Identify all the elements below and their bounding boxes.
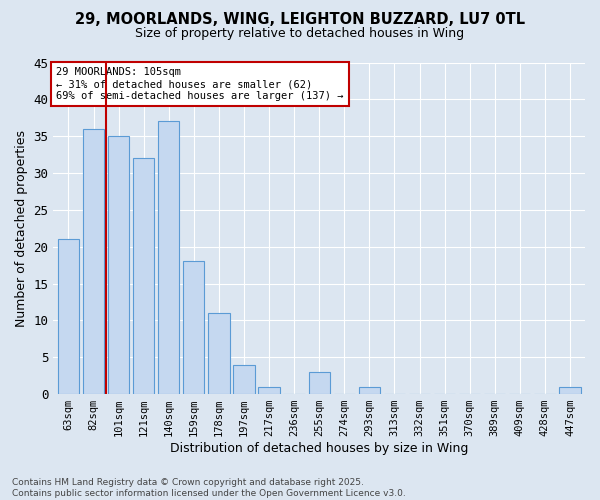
Bar	[133, 158, 154, 394]
Text: Contains HM Land Registry data © Crown copyright and database right 2025.
Contai: Contains HM Land Registry data © Crown c…	[12, 478, 406, 498]
Bar	[183, 262, 205, 394]
Bar	[359, 386, 380, 394]
Bar	[58, 240, 79, 394]
Bar	[559, 386, 581, 394]
Text: 29 MOORLANDS: 105sqm
← 31% of detached houses are smaller (62)
69% of semi-detac: 29 MOORLANDS: 105sqm ← 31% of detached h…	[56, 68, 344, 100]
Bar	[83, 129, 104, 394]
Text: Size of property relative to detached houses in Wing: Size of property relative to detached ho…	[136, 28, 464, 40]
Bar	[208, 313, 230, 394]
Y-axis label: Number of detached properties: Number of detached properties	[15, 130, 28, 327]
Bar	[308, 372, 330, 394]
Bar	[259, 386, 280, 394]
Bar	[233, 364, 254, 394]
Bar	[158, 122, 179, 394]
X-axis label: Distribution of detached houses by size in Wing: Distribution of detached houses by size …	[170, 442, 469, 455]
Bar	[108, 136, 129, 394]
Text: 29, MOORLANDS, WING, LEIGHTON BUZZARD, LU7 0TL: 29, MOORLANDS, WING, LEIGHTON BUZZARD, L…	[75, 12, 525, 28]
